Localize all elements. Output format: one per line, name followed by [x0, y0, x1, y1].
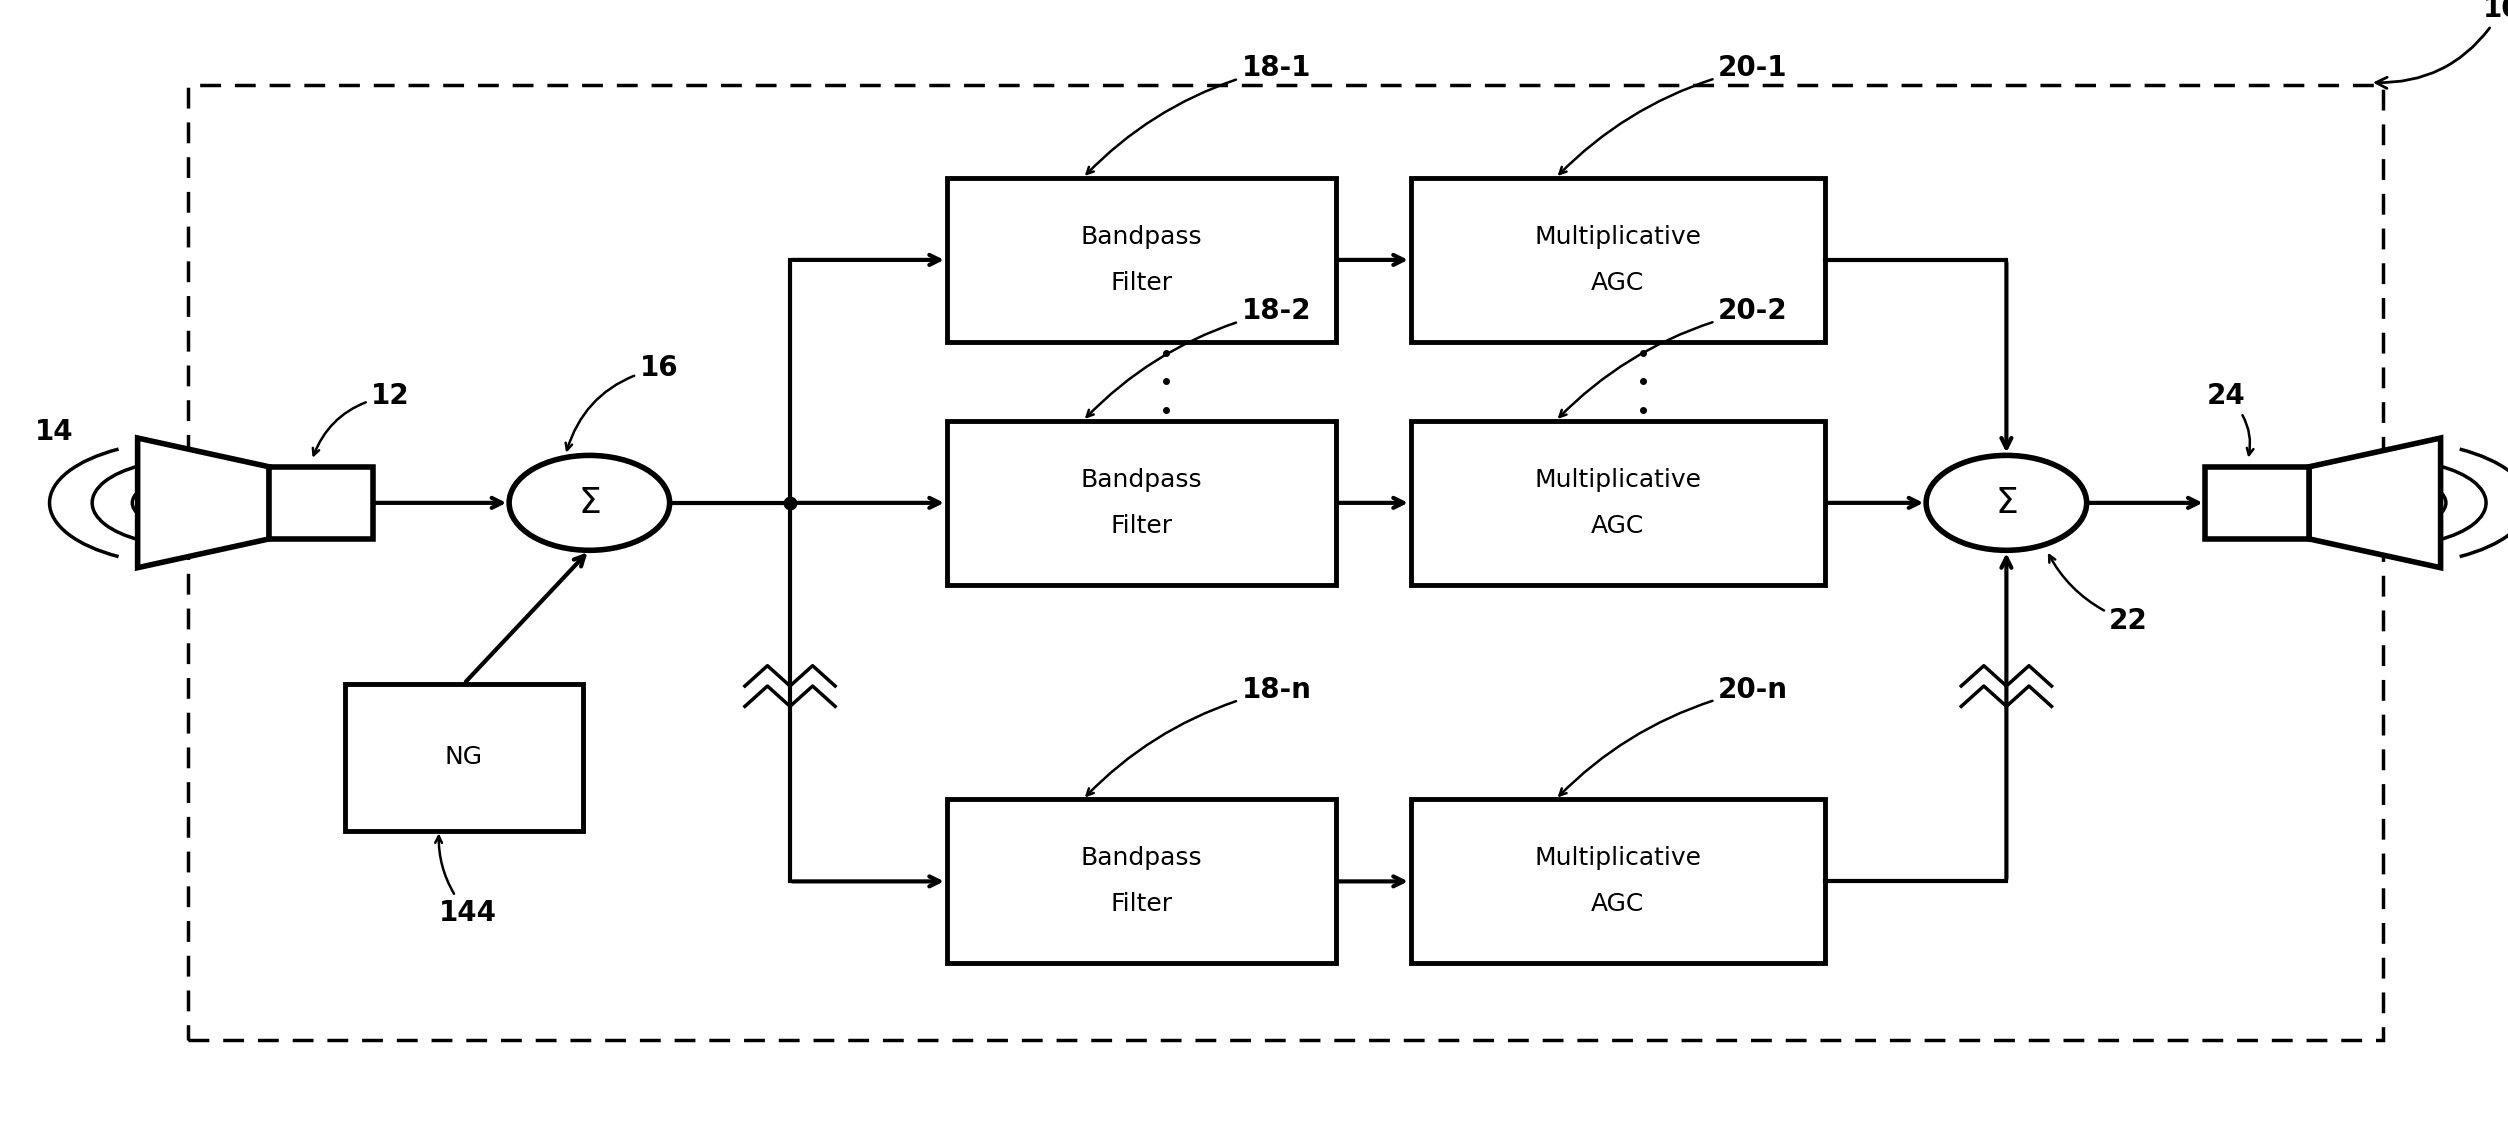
Text: $\Sigma$: $\Sigma$ [1996, 486, 2016, 520]
Bar [2205, 467, 2310, 539]
Text: Multiplicative: Multiplicative [1535, 225, 1700, 249]
Bar [188, 85, 2383, 1040]
Text: Bandpass: Bandpass [1081, 468, 1201, 492]
Bar [948, 800, 1334, 963]
Text: AGC: AGC [1590, 271, 1645, 295]
Bar [1409, 420, 1826, 585]
Polygon shape [138, 438, 268, 567]
Bar [948, 420, 1334, 585]
Text: 18-1: 18-1 [1086, 54, 1312, 174]
Text: AGC: AGC [1590, 893, 1645, 916]
Text: NG: NG [444, 745, 484, 770]
Text: 14: 14 [35, 418, 73, 446]
Text: Multiplicative: Multiplicative [1535, 468, 1700, 492]
Text: Filter: Filter [1111, 514, 1171, 538]
Text: 20-n: 20-n [1560, 676, 1788, 796]
Text: 20-2: 20-2 [1560, 297, 1788, 417]
Text: Multiplicative: Multiplicative [1535, 846, 1700, 870]
Bar [948, 179, 1334, 342]
Text: $\Sigma$: $\Sigma$ [579, 486, 599, 520]
Text: 22: 22 [2049, 555, 2147, 635]
Text: 20-1: 20-1 [1560, 54, 1788, 174]
Text: 18-2: 18-2 [1086, 297, 1312, 417]
Bar [1409, 800, 1826, 963]
Text: Filter: Filter [1111, 271, 1171, 295]
Text: Bandpass: Bandpass [1081, 846, 1201, 870]
Text: 18-n: 18-n [1086, 676, 1312, 796]
Text: Bandpass: Bandpass [1081, 225, 1201, 249]
Text: 10: 10 [2375, 0, 2508, 88]
Bar [1409, 179, 1826, 342]
Text: 16: 16 [567, 355, 677, 450]
Text: 24: 24 [2207, 382, 2252, 455]
Bar [346, 684, 582, 831]
Polygon shape [2310, 438, 2440, 567]
Text: 144: 144 [436, 836, 497, 927]
Text: AGC: AGC [1590, 514, 1645, 538]
Text: Filter: Filter [1111, 893, 1171, 916]
Bar [268, 467, 374, 539]
Text: 12: 12 [314, 382, 409, 455]
